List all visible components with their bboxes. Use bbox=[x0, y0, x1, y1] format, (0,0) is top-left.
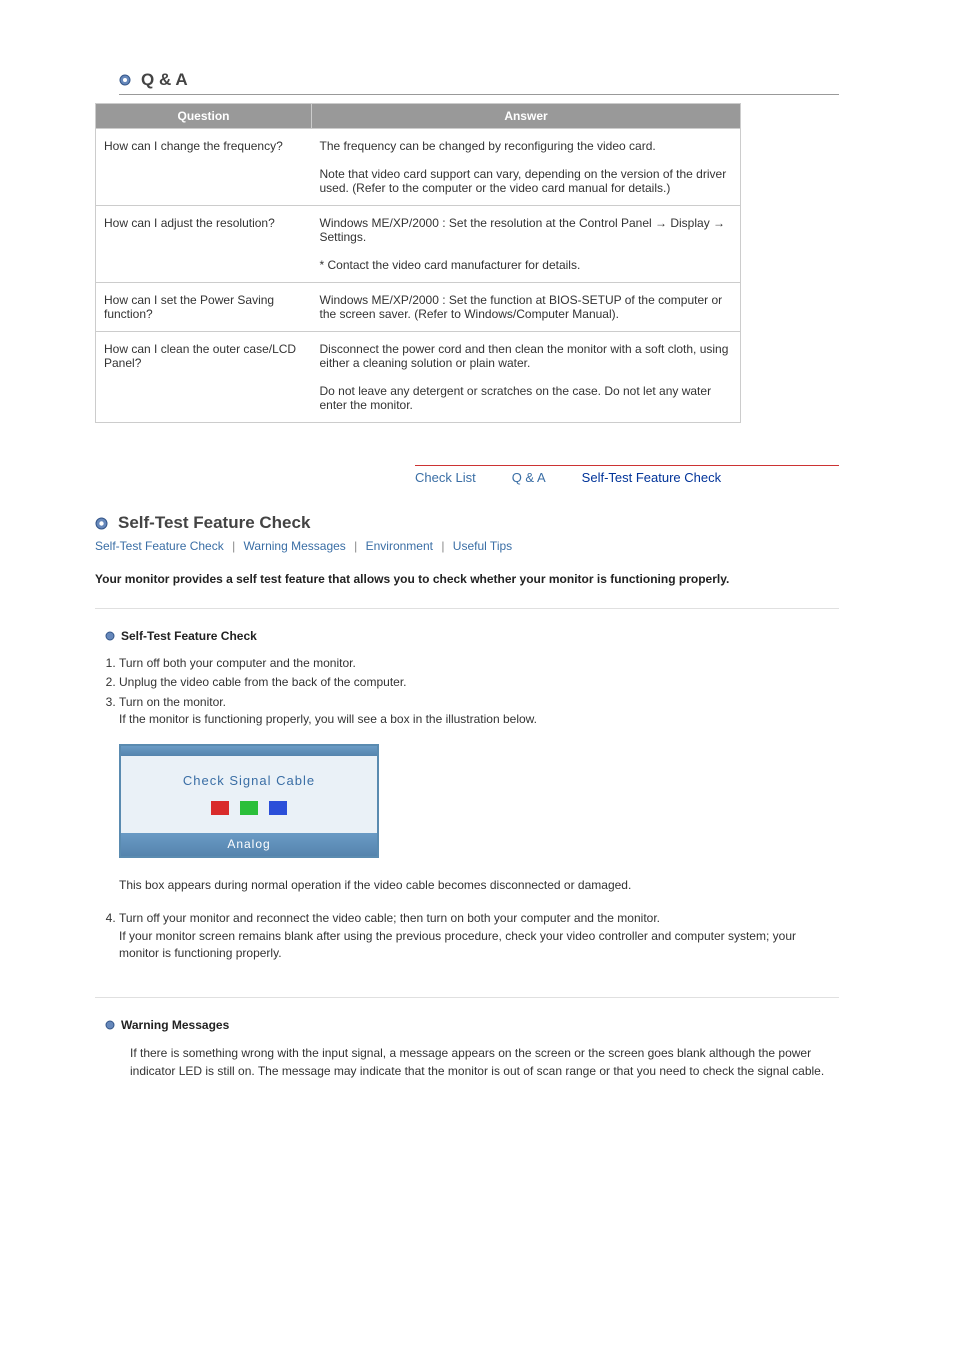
link-selftest[interactable]: Self-Test Feature Check bbox=[95, 539, 224, 553]
section-bullet-icon bbox=[95, 517, 108, 530]
qa-answer: Disconnect the power cord and then clean… bbox=[312, 332, 741, 423]
tab-selftest[interactable]: Self-Test Feature Check bbox=[582, 470, 721, 485]
list-item: Unplug the video cable from the back of … bbox=[119, 674, 839, 691]
list-item: Turn off both your computer and the moni… bbox=[119, 655, 839, 672]
qa-answer: The frequency can be changed by reconfig… bbox=[312, 129, 741, 206]
qa-answer: Windows ME/XP/2000 : Set the function at… bbox=[312, 283, 741, 332]
tab-bar: Check List Q & A Self-Test Feature Check bbox=[95, 465, 839, 485]
list-item: Turn off your monitor and reconnect the … bbox=[119, 910, 839, 962]
osd-illustration: Check Signal Cable Analog bbox=[119, 744, 379, 858]
table-row: How can I set the Power Saving function?… bbox=[96, 283, 741, 332]
osd-text: Check Signal Cable bbox=[121, 772, 377, 791]
table-row: How can I clean the outer case/LCD Panel… bbox=[96, 332, 741, 423]
divider bbox=[95, 608, 839, 609]
osd-color-green bbox=[240, 801, 258, 815]
bullet-icon bbox=[119, 74, 131, 86]
qa-question: How can I change the frequency? bbox=[96, 129, 312, 206]
osd-color-red bbox=[211, 801, 229, 815]
qa-question: How can I adjust the resolution? bbox=[96, 206, 312, 283]
qa-col-question: Question bbox=[96, 104, 312, 129]
selftest-subtitle: Self-Test Feature Check bbox=[121, 629, 257, 643]
qa-table: Question Answer How can I change the fre… bbox=[95, 103, 741, 423]
qa-title: Q & A bbox=[141, 70, 188, 90]
selftest-steps: Turn off both your computer and the moni… bbox=[119, 655, 839, 963]
qa-question: How can I clean the outer case/LCD Panel… bbox=[96, 332, 312, 423]
warning-title: Warning Messages bbox=[121, 1018, 229, 1032]
mini-bullet-icon bbox=[105, 631, 115, 641]
qa-col-answer: Answer bbox=[312, 104, 741, 129]
osd-color-blue bbox=[269, 801, 287, 815]
table-row: How can I adjust the resolution? Windows… bbox=[96, 206, 741, 283]
qa-answer: Windows ME/XP/2000 : Set the resolution … bbox=[312, 206, 741, 283]
qa-question: How can I set the Power Saving function? bbox=[96, 283, 312, 332]
list-item: Turn on the monitor. If the monitor is f… bbox=[119, 694, 839, 895]
osd-bottom-label: Analog bbox=[121, 833, 377, 856]
tab-qa[interactable]: Q & A bbox=[512, 470, 546, 485]
link-environment[interactable]: Environment bbox=[366, 539, 433, 553]
tab-checklist[interactable]: Check List bbox=[415, 470, 476, 485]
anchor-linkbar: Self-Test Feature Check | Warning Messag… bbox=[95, 539, 839, 553]
link-tips[interactable]: Useful Tips bbox=[453, 539, 512, 553]
mini-bullet-icon bbox=[105, 1020, 115, 1030]
osd-note: This box appears during normal operation… bbox=[119, 876, 839, 894]
divider bbox=[95, 997, 839, 998]
table-row: How can I change the frequency? The freq… bbox=[96, 129, 741, 206]
selftest-title: Self-Test Feature Check bbox=[118, 513, 310, 533]
link-warning[interactable]: Warning Messages bbox=[244, 539, 346, 553]
warning-body: If there is something wrong with the inp… bbox=[130, 1044, 839, 1080]
selftest-intro: Your monitor provides a self test featur… bbox=[95, 571, 839, 588]
